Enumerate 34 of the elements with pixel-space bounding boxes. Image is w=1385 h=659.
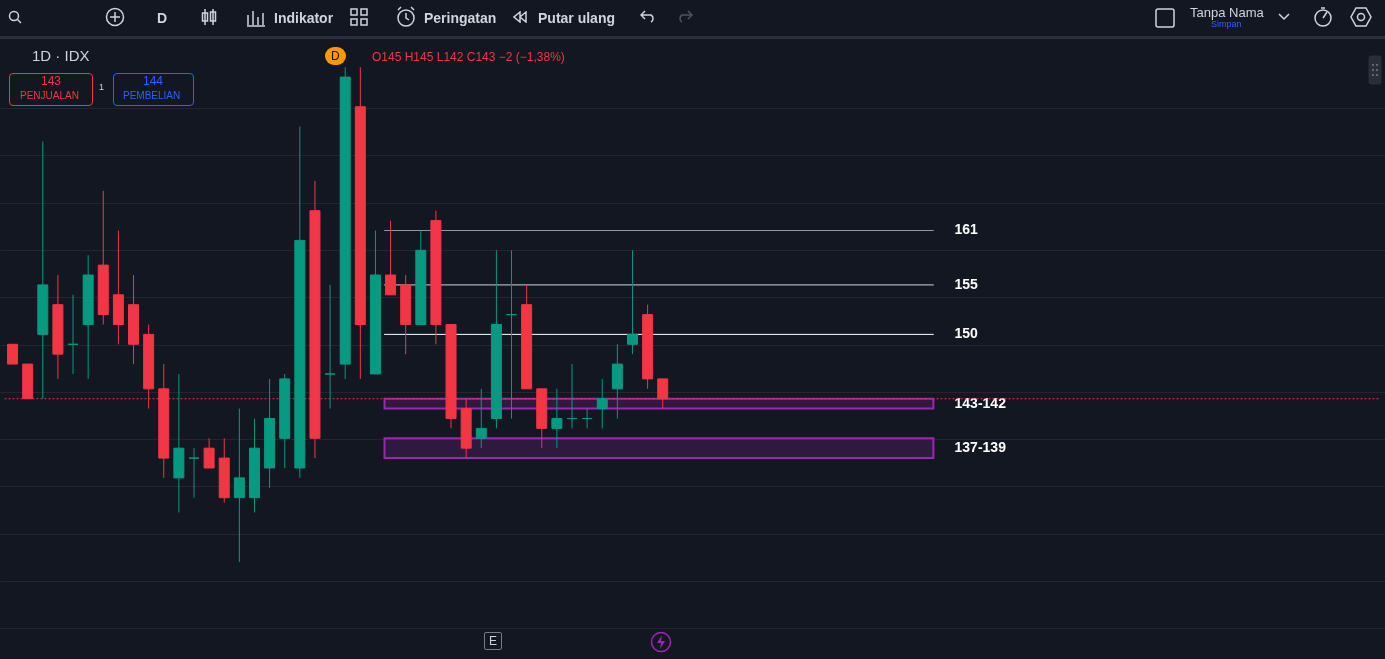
candlestick (506, 249, 518, 419)
candlestick (581, 408, 593, 429)
text: D (325, 47, 346, 65)
text: Tanpa Nama (1190, 5, 1264, 20)
text: Indikator (274, 10, 334, 26)
annotation: 143 (41, 74, 62, 88)
annotation: PEMBELIAN (123, 90, 181, 101)
chart-title: 1D · IDX (32, 47, 90, 64)
text: 161 (954, 221, 979, 238)
annotation: 144 (143, 74, 164, 88)
candlestick (203, 437, 215, 469)
candlestick (324, 284, 336, 410)
candlestick (67, 294, 79, 375)
candlestick (188, 447, 200, 499)
candlestick (475, 388, 487, 449)
candlestick (551, 388, 563, 449)
text: 150 (954, 325, 979, 342)
text: Putar ulang (538, 10, 616, 26)
candlestick (233, 408, 245, 563)
text: O145 H145 L142 C143 −2 (−1,38%) (372, 50, 565, 64)
candlestick (566, 363, 578, 429)
candlestick (626, 249, 638, 355)
text: 155 (954, 275, 979, 292)
candlestick (385, 220, 397, 296)
candlestick (596, 378, 608, 429)
band-label: 137-139 (954, 439, 1007, 456)
band-label: 143-142 (954, 394, 1007, 411)
text: D (157, 10, 168, 26)
annotation: 1 (99, 82, 105, 92)
annotation: PENJUALAN (20, 90, 79, 101)
candlestick (7, 343, 19, 365)
text: E (484, 632, 503, 650)
text: Peringatan (424, 10, 497, 26)
text: Simpan (1211, 19, 1242, 29)
